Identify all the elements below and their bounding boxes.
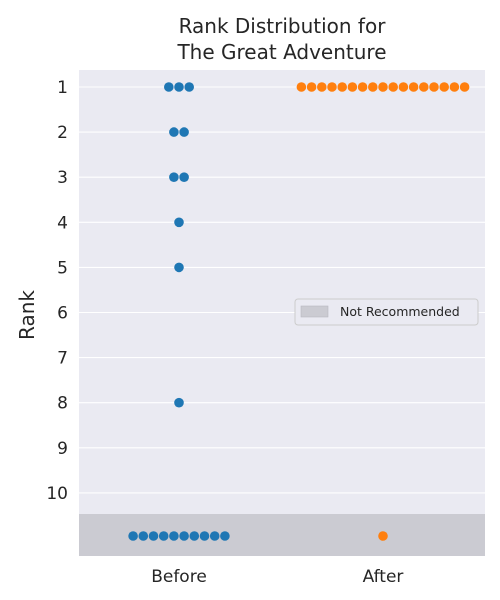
data-point — [378, 82, 388, 92]
data-point — [169, 127, 179, 137]
data-point — [317, 82, 327, 92]
data-point — [174, 82, 184, 92]
y-tick-label: 1 — [57, 78, 68, 98]
y-gridlines — [79, 86, 485, 494]
data-point — [439, 82, 450, 92]
data-point — [419, 82, 429, 92]
data-point — [169, 172, 179, 182]
data-point — [378, 531, 388, 541]
data-point — [327, 82, 337, 92]
y-tick-label: 9 — [57, 439, 68, 459]
data-point — [179, 127, 189, 137]
y-tick-labels: 1 2 3 4 5 6 7 8 9 10 — [46, 78, 68, 504]
data-point — [164, 82, 174, 92]
data-point — [398, 82, 409, 92]
data-point — [169, 531, 179, 541]
data-point — [189, 531, 200, 541]
data-point — [179, 531, 189, 541]
y-tick-label: 5 — [57, 258, 68, 278]
data-point — [357, 82, 368, 92]
x-tick-label: Before — [151, 567, 207, 587]
data-point — [337, 82, 348, 92]
data-point — [347, 82, 358, 92]
data-point — [158, 531, 169, 541]
data-point — [174, 217, 184, 228]
data-point — [296, 82, 307, 92]
data-point — [199, 531, 210, 541]
x-tick-labels: Before After — [151, 567, 403, 587]
legend-label-not-recommended: Not Recommended — [340, 304, 460, 319]
data-point — [368, 82, 378, 92]
y-tick-label: 10 — [46, 484, 68, 504]
data-point — [388, 82, 399, 92]
data-point — [179, 172, 189, 182]
chart-title-line-1: Rank Distribution for — [179, 14, 387, 38]
data-point — [174, 397, 184, 408]
legend-swatch-not-recommended — [300, 305, 329, 318]
data-point — [408, 82, 419, 92]
chart-title-line-2: The Great Adventure — [176, 40, 386, 64]
data-point — [449, 82, 460, 92]
y-tick-label: 2 — [57, 123, 68, 143]
y-tick-label: 8 — [57, 394, 68, 414]
data-point — [138, 531, 149, 541]
data-point — [148, 531, 159, 541]
y-tick-label: 7 — [57, 349, 68, 369]
data-point — [220, 531, 230, 541]
y-tick-label: 4 — [57, 213, 68, 233]
data-point — [174, 262, 184, 273]
data-points — [128, 82, 470, 541]
data-point — [459, 82, 470, 92]
x-tick-label: After — [363, 567, 404, 587]
y-tick-label: 6 — [57, 304, 68, 324]
data-point — [429, 82, 439, 92]
legend: Not Recommended — [294, 298, 479, 326]
y-axis-label: Rank — [15, 290, 39, 340]
data-point — [128, 531, 138, 541]
legend-frame — [294, 298, 479, 326]
y-tick-label: 3 — [57, 168, 68, 188]
data-point — [306, 82, 317, 92]
data-point — [209, 531, 220, 541]
data-point — [184, 82, 194, 92]
